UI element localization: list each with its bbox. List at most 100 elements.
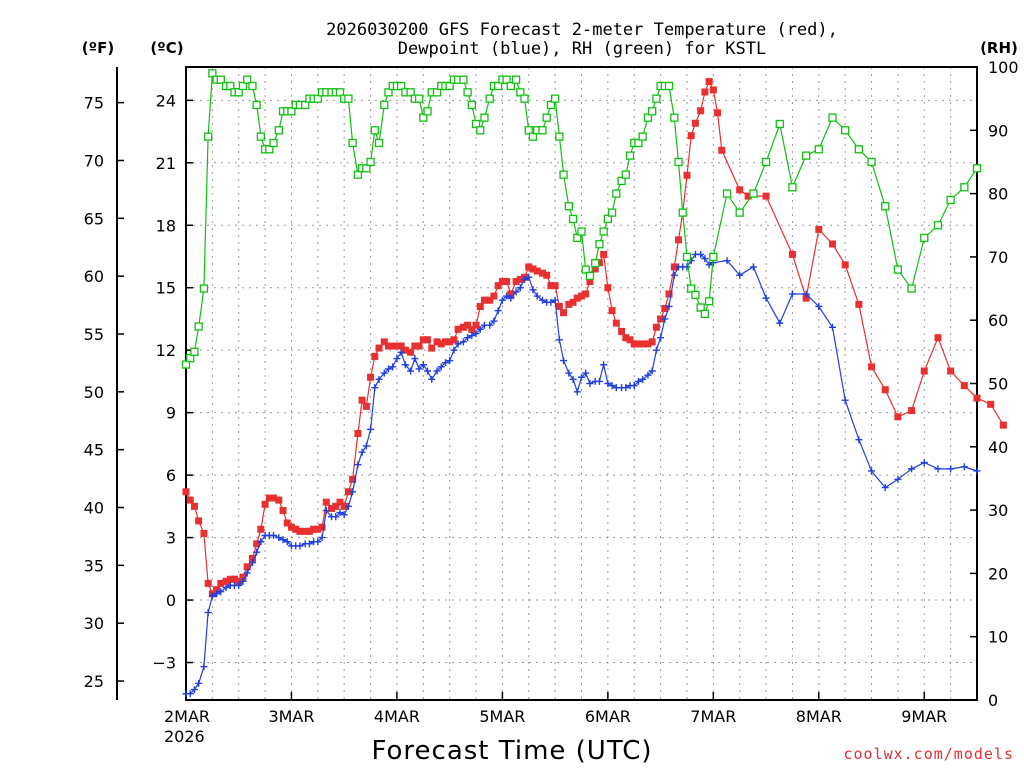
dewpoint-point xyxy=(275,534,283,542)
rh-point xyxy=(696,303,705,312)
temperature-point xyxy=(380,338,388,346)
temperature-point xyxy=(595,259,603,267)
temperature-point xyxy=(305,527,313,535)
temperature-point xyxy=(661,305,669,313)
dewpoint-point xyxy=(314,538,322,546)
rh-point xyxy=(181,360,191,369)
rh-point xyxy=(682,252,692,262)
dewpoint-point xyxy=(582,369,590,377)
temperature-point xyxy=(261,500,269,508)
temperature-point xyxy=(314,525,322,533)
rh-point xyxy=(186,354,195,363)
rh-point xyxy=(625,151,635,160)
temperature-point xyxy=(999,421,1007,429)
fahrenheit-tick-label: 60 xyxy=(84,267,104,286)
rh-point xyxy=(344,94,353,103)
temperature-point xyxy=(490,292,498,300)
rh-point xyxy=(287,107,296,116)
temperature-point xyxy=(243,563,251,571)
dewpoint-point xyxy=(881,484,889,492)
dewpoint-point xyxy=(332,513,340,521)
temperature-point xyxy=(354,429,362,437)
dewpoint-point xyxy=(468,332,476,340)
rh-point xyxy=(664,81,674,91)
celsius-tick-label: 18 xyxy=(156,216,176,235)
rh-point xyxy=(414,94,424,103)
temperature-point xyxy=(287,523,295,531)
temperature-point xyxy=(200,529,208,537)
temperature-point xyxy=(401,346,409,354)
dewpoint-point xyxy=(547,298,555,306)
dewpoint-point xyxy=(586,380,594,387)
rh-unit-label: (RH) xyxy=(980,39,1018,57)
temperature-point xyxy=(507,290,515,298)
fahrenheit-tick-label: 25 xyxy=(84,672,104,691)
rh-point xyxy=(445,81,454,91)
temperature-point xyxy=(296,527,304,535)
rh-point xyxy=(423,107,432,116)
dewpoint-point xyxy=(253,548,261,556)
temperature-point xyxy=(472,321,480,329)
temperature-point xyxy=(257,525,265,533)
rh-point xyxy=(384,88,393,97)
celsius-tick-label: 12 xyxy=(156,341,176,360)
temperature-point xyxy=(332,502,340,510)
temperature-point xyxy=(371,352,379,360)
temperature-point xyxy=(486,296,494,304)
temperature-point xyxy=(248,554,256,562)
temperature-point xyxy=(626,336,634,344)
rh-point xyxy=(555,132,564,141)
rh-point xyxy=(528,132,538,141)
rh-point xyxy=(546,100,556,110)
dewpoint-point xyxy=(322,507,330,515)
temperature-point xyxy=(336,498,344,506)
temperature-point xyxy=(529,265,537,273)
temperature-point xyxy=(565,300,573,308)
dewpoint-point xyxy=(367,425,375,433)
temperature-point xyxy=(411,342,419,350)
x-tick-label-2mar: 2MAR xyxy=(164,707,210,726)
rh-point xyxy=(814,145,823,154)
rh-point xyxy=(972,164,982,173)
dewpoint-point xyxy=(208,592,216,600)
temperature-point xyxy=(292,525,300,533)
rh-point xyxy=(476,126,485,135)
temperature-point xyxy=(384,342,392,350)
temperature-point xyxy=(213,586,221,594)
dewpoint-point xyxy=(551,296,559,304)
rh-point xyxy=(397,81,406,91)
rh-point xyxy=(467,100,476,110)
dewpoint-point xyxy=(634,377,642,385)
rh-point xyxy=(208,69,217,78)
rh-point xyxy=(595,240,604,249)
temperature-point xyxy=(665,290,673,298)
rh-point xyxy=(564,202,573,211)
temperature-point xyxy=(516,275,524,283)
temperature-point xyxy=(947,367,955,375)
celsius-unit-label: (ºC) xyxy=(150,39,183,57)
temperature-point xyxy=(480,296,488,304)
dewpoint-point xyxy=(248,559,256,567)
dewpoint-point xyxy=(868,467,876,475)
temperature-point xyxy=(960,382,968,390)
dewpoint-point xyxy=(195,679,203,687)
rh-point xyxy=(612,189,621,198)
rh-tick-label: 70 xyxy=(988,248,1008,267)
temperature-point xyxy=(538,269,546,277)
rh-tick-label: 100 xyxy=(988,58,1019,77)
rh-point xyxy=(234,88,243,97)
dewpoint-point xyxy=(776,319,784,327)
temperature-point xyxy=(393,342,401,350)
dewpoint-point xyxy=(407,367,415,375)
rh-point xyxy=(199,284,209,293)
temperature-point xyxy=(340,502,348,510)
celsius-tick-label: 0 xyxy=(166,591,176,610)
dewpoint-point xyxy=(358,448,366,456)
temperature-point xyxy=(265,494,273,502)
rh-point xyxy=(406,88,415,97)
rh-point xyxy=(248,81,257,91)
rh-point xyxy=(691,290,700,300)
dewpoint-point xyxy=(661,315,669,323)
dewpoint-point xyxy=(560,357,568,365)
temperature-point xyxy=(675,236,683,244)
